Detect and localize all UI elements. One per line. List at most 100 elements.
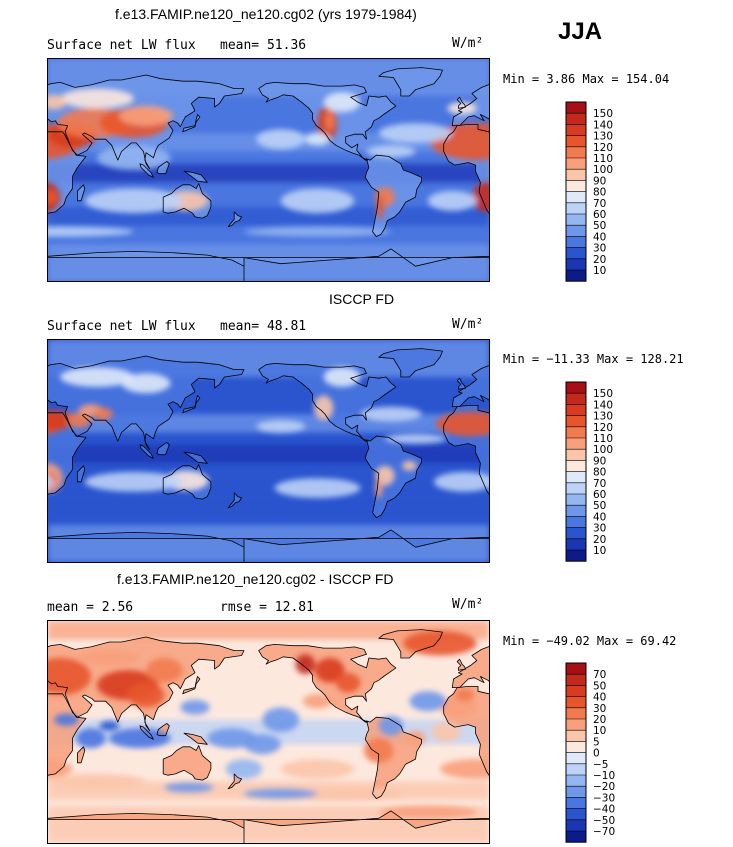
field-contour: [295, 654, 316, 675]
panel-1-colorbar: 150 140 130 120 110 100 90 80 70 60 50 40 30 20 10: [565, 101, 645, 283]
colorbar-swatch: [566, 550, 586, 562]
colorbar-swatch: [566, 786, 586, 798]
colorbar-tick-label: 10: [593, 265, 606, 277]
field-contour: [66, 412, 91, 428]
colorbar-swatch: [566, 191, 586, 204]
colorbar-tick-label: 130: [593, 131, 613, 143]
colorbar-tick-label: 50: [593, 220, 606, 232]
field-contour: [315, 658, 345, 683]
field-contour: [119, 105, 173, 126]
colorbar-tick-label: −30: [593, 792, 615, 804]
field-contour: [440, 697, 477, 718]
colorbar-swatch: [566, 494, 586, 506]
field-contour: [256, 420, 306, 433]
colorbar-tick-label: 10: [593, 545, 606, 557]
panel-1-left-label: Surface net LW flux: [47, 38, 196, 53]
field-contour: [146, 658, 183, 683]
field-contour: [280, 188, 355, 214]
colorbar-swatch: [566, 270, 586, 282]
field-contour: [48, 773, 146, 789]
field-contour: [99, 720, 120, 731]
colorbar-tick-label: 90: [593, 455, 606, 467]
colorbar-swatch: [566, 707, 586, 720]
colorbar-tick-label: 40: [593, 511, 606, 523]
field-contour: [225, 759, 263, 779]
field-contour: [48, 759, 73, 779]
colorbar-swatch: [566, 797, 586, 809]
field-contour: [313, 395, 334, 421]
field-contour: [403, 630, 477, 656]
colorbar-swatch: [566, 426, 586, 439]
colorbar-swatch: [566, 775, 586, 787]
colorbar-swatch: [566, 393, 586, 405]
field-contour: [76, 728, 106, 749]
colorbar-swatch: [566, 180, 586, 192]
field-contour: [60, 88, 134, 109]
colorbar-swatch: [566, 258, 586, 271]
colorbar-swatch: [566, 505, 586, 517]
field-contour: [274, 478, 361, 498]
panel-2-colorbar: 150 140 130 120 110 100 90 80 70 60 50 40 30 20 10: [565, 381, 645, 563]
colorbar-tick-label: 70: [593, 198, 606, 210]
colorbar-tick-label: −70: [593, 826, 615, 838]
field-contour: [48, 189, 58, 205]
field-contour: [60, 367, 134, 387]
coastlines: [48, 629, 489, 843]
field-contour: [323, 92, 361, 113]
colorbar-tick-label: 20: [593, 534, 606, 546]
field-contour: [207, 728, 257, 749]
field-contour: [84, 188, 183, 214]
panel-2-title: ISCCP FD: [329, 291, 395, 307]
panel-2-units: W/m²: [452, 317, 484, 332]
colorbar-tick-label: 30: [593, 703, 606, 715]
field-contour: [366, 145, 416, 158]
panel-3-units: W/m²: [452, 597, 484, 612]
colorbar-tick-label: 50: [593, 500, 606, 512]
colorbar-swatch: [566, 113, 586, 125]
panel-2-map: [47, 339, 490, 563]
colorbar-swatch: [566, 719, 586, 731]
panel-1-units: W/m²: [452, 36, 484, 51]
field-contour: [280, 787, 404, 800]
field-contour: [244, 226, 391, 237]
colorbar-swatch: [566, 169, 586, 181]
panel-3-rmse: rmse = 12.81: [220, 600, 314, 615]
colorbar-tick-label: 30: [593, 523, 606, 535]
colorbar-swatch: [566, 663, 586, 675]
field-contour: [402, 460, 417, 471]
colorbar-swatch: [566, 685, 586, 697]
map-svg: [48, 340, 489, 562]
colorbar-tick-label: 0: [593, 748, 600, 760]
field-contour: [378, 123, 453, 143]
colorbar-swatch: [566, 696, 586, 709]
panel-3-colorbar: 70 50 40 30 20 10 5 0 −5 −10 −20 −30 −40 −50 −70: [565, 662, 645, 844]
field-contour: [454, 688, 475, 702]
colorbar-tick-label: 20: [593, 254, 606, 266]
colorbar-swatch: [566, 382, 586, 394]
colorbar-swatch: [566, 516, 586, 528]
colorbar-tick-label: 140: [593, 119, 613, 131]
colorbar-swatch: [566, 741, 586, 753]
coastlines: [48, 348, 489, 562]
panel-2-mean: mean= 48.81: [220, 319, 307, 334]
colorbar-tick-label: 100: [593, 444, 613, 456]
panel-2-minmax: Min = −11.33 Max = 128.21: [503, 352, 684, 366]
field-contour: [244, 788, 318, 799]
field-contour: [244, 734, 281, 755]
field-contour: [180, 699, 210, 715]
colorbar-tick-label: 120: [593, 142, 613, 154]
colorbar-tick-label: −5: [593, 759, 608, 771]
field-contour: [127, 682, 165, 708]
panel-3-map: [47, 620, 490, 844]
panel-1-mean: mean= 51.36: [220, 38, 307, 53]
colorbar-swatch: [566, 135, 586, 148]
panel-1-title: f.e13.FAMIP.ne120_ne120.cg02 (yrs 1979-1…: [115, 6, 417, 22]
colorbar-swatch: [566, 124, 586, 136]
colorbar-swatch: [566, 214, 586, 226]
latitude-band: [48, 621, 489, 640]
colorbar-swatch: [566, 158, 586, 170]
field-contour: [427, 190, 477, 211]
season-label: JJA: [558, 18, 603, 45]
field-contour: [323, 367, 361, 387]
